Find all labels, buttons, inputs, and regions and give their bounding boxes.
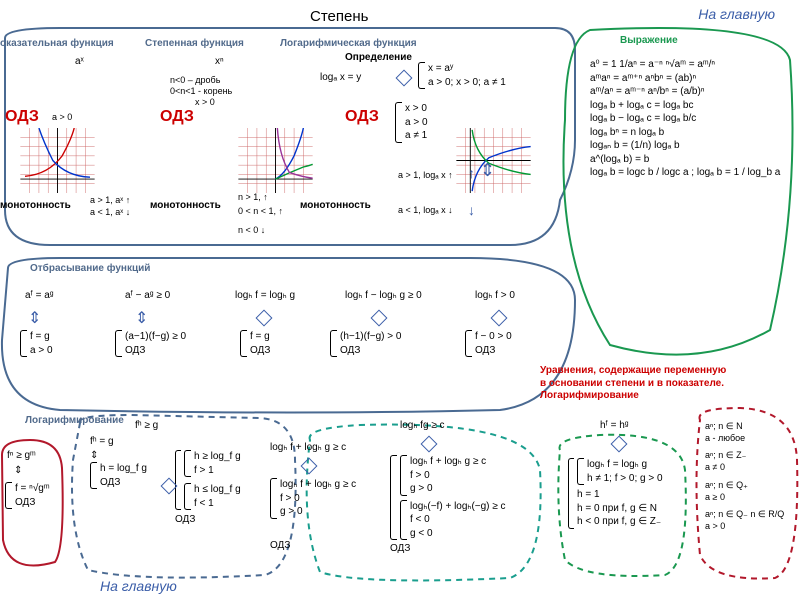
sec3-title: Логарифмирование <box>25 415 124 426</box>
col4-odz: ОДЗ <box>270 540 290 551</box>
col3-title: Логарифмическая функция <box>280 38 417 49</box>
expr-rows: a⁰ = 1 1/aⁿ = a⁻ⁿ ⁿ√aᵐ = aᵐ/ⁿ aᵐaⁿ = aᵐ⁺… <box>590 58 780 180</box>
odz3: ОДЗ <box>345 108 379 126</box>
col4-sys: logₕ f + logₕ g ≥ cf > 0g > 0 <box>270 478 356 519</box>
s2-e: f − 0 > 0ОДЗ <box>465 330 512 357</box>
mono1: монотонность <box>0 200 71 211</box>
mono1-a: a > 1, aˣ ↑ <box>90 195 130 205</box>
s2r1-0: aᶠ = aᵍ <box>25 290 54 301</box>
chart-pow <box>238 128 313 193</box>
right-sys: logₕ f = logₕ gh ≠ 1; f > 0; g > 0 h = 1… <box>568 458 663 529</box>
double-arrow-icon: ⇕ <box>480 160 495 181</box>
log-def: logₐ x = y <box>320 72 361 83</box>
s3-col1: fʰ = g⇕ h = log_f gОДЗ <box>90 435 147 489</box>
def-label: Определение <box>345 52 412 63</box>
expr-xn: xⁿ <box>215 56 224 67</box>
sec2-title: Отбрасывание функций <box>30 263 150 274</box>
mono3: монотонность <box>300 200 371 211</box>
s2r1-1: aᶠ − aᵍ ≥ 0 <box>125 290 170 301</box>
mid-top: logₕ fg ≥ c <box>400 420 445 431</box>
odz1-cond: a > 0 <box>52 112 72 122</box>
expr-ax: aˣ <box>75 56 84 67</box>
chart-exp <box>20 128 95 193</box>
mono2-c: n < 0 ↓ <box>238 225 265 235</box>
mono2-b: 0 < n < 1, ↑ <box>238 206 283 216</box>
s2-d: (h−1)(f−g) > 0ОДЗ <box>330 330 401 357</box>
nav-home-bottom[interactable]: На главную <box>100 578 177 594</box>
s2r1-3: logₕ f − logₕ g ≥ 0 <box>345 290 422 301</box>
odz1: ОДЗ <box>5 108 39 126</box>
odz2: ОДЗ <box>160 108 194 126</box>
note-x0: x > 0 <box>195 97 215 107</box>
mono3-a: a > 1, logₐ x ↑ <box>398 170 453 180</box>
eq-heading: Уравнения, содержащие переменную в основ… <box>540 365 726 403</box>
s3-c1-top: fʰ ≥ g <box>135 420 158 431</box>
s3-col2: h ≥ log_f gf > 1 h ≤ log_f gf < 1 ОДЗ <box>175 450 241 525</box>
mono3-b: a < 1, logₐ x ↓ <box>398 205 453 215</box>
expr-title: Выражение <box>620 35 678 46</box>
col1-title: оказательная функция <box>0 38 114 49</box>
s2r1-2: logₕ f = logₕ g <box>235 290 295 301</box>
log-sys: x = aʸa > 0; x > 0; a ≠ 1 <box>418 62 506 89</box>
s2-c: f = gОДЗ <box>240 330 270 357</box>
mono2-a: n > 1, ↑ <box>238 192 268 202</box>
s2-a: f = ga > 0 <box>20 330 53 357</box>
s3-left-a: fⁿ ≥ gᵐ <box>7 450 36 461</box>
arrow-dn-icon: ↓ <box>468 202 475 218</box>
ud1-icon: ⇕ <box>28 308 41 328</box>
ud-left-icon: ⇕ <box>14 465 22 476</box>
s2-b: (a−1)(f−g) ≥ 0ОДЗ <box>115 330 186 357</box>
s2r1-4: logₕ f > 0 <box>475 290 515 301</box>
note-root: 0<n<1 - корень <box>170 86 232 96</box>
ud2-icon: ⇕ <box>135 308 148 328</box>
arrow-up-icon: ↑ <box>468 165 475 181</box>
col4-top: logₕ f + logₕ g ≥ c <box>270 442 346 453</box>
rightmost: aⁿ; n ∈ Na - любое aⁿ; n ∈ Z₋a ≠ 0 aⁿ; n… <box>705 420 784 532</box>
note-frac: n<0 – дробь <box>170 75 220 85</box>
col2-title: Степенная функция <box>145 38 244 49</box>
right-top: hᶠ = hᵍ <box>600 420 629 431</box>
s3-left-sys: f = ⁿ√gᵐОДЗ <box>5 482 50 509</box>
mono2: монотонность <box>150 200 221 211</box>
odz3-sys: x > 0a > 0a ≠ 1 <box>395 102 428 143</box>
col3: logₕ f + logₕ g ≥ cf > 0g > 0 logₕ(−f) +… <box>390 455 506 554</box>
mono1-b: a < 1, aˣ ↓ <box>90 207 130 217</box>
